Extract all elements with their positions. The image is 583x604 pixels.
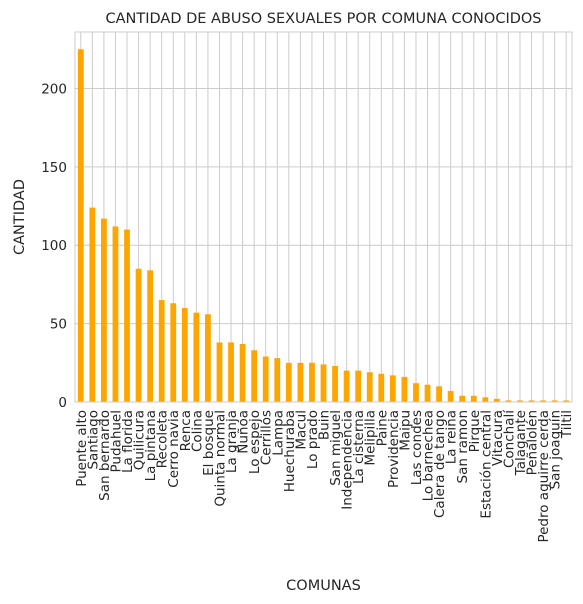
bar	[193, 312, 200, 402]
y-tick-label: 200	[41, 81, 67, 97]
bar	[147, 270, 154, 402]
x-tick-label: San joaquín	[548, 410, 564, 489]
bar	[447, 391, 454, 402]
bar	[89, 207, 96, 402]
bars	[77, 49, 570, 403]
x-tick-label: Estación central	[478, 410, 494, 519]
y-axis-ticks: 0 50 100 150 200	[41, 81, 67, 411]
x-tick-label: El bosque	[201, 410, 217, 476]
x-tick-label: Las condes	[409, 410, 425, 485]
bar	[158, 300, 165, 402]
x-tick-label: Pirque	[467, 410, 483, 452]
bar	[424, 384, 431, 402]
x-tick-label: Santiago	[85, 410, 101, 470]
x-tick-label: Maipu	[397, 410, 413, 451]
x-tick-label: La florida	[120, 410, 136, 473]
bar	[540, 400, 546, 402]
x-tick-label: Lo prado	[305, 410, 321, 469]
x-tick-label: Recoleta	[155, 410, 171, 468]
bar	[413, 383, 419, 402]
bar	[459, 395, 466, 402]
bar	[239, 343, 246, 402]
bar	[320, 364, 327, 402]
x-tick-label: Vitacura	[490, 410, 506, 466]
y-tick-label: 50	[50, 317, 67, 333]
y-tick-label: 100	[41, 238, 67, 254]
chart-title: CANTIDAD DE ABUSO SEXUALES POR COMUNA CO…	[105, 11, 541, 27]
x-tick-label: Independencia	[340, 410, 356, 510]
x-tick-label: Lampa	[270, 410, 286, 456]
x-tick-label: Buin	[317, 410, 333, 440]
bar	[181, 307, 188, 402]
y-tick-label: 0	[58, 395, 67, 411]
bar	[77, 49, 84, 403]
x-tick-label: San ramon	[455, 410, 471, 483]
bar	[112, 226, 119, 402]
x-tick-label: Quinta normal	[212, 410, 228, 507]
bar	[135, 268, 142, 402]
y-axis-label: CANTIDAD	[12, 179, 28, 255]
bar	[124, 229, 130, 402]
x-tick-label: Pedro aguirre cerda	[536, 410, 552, 543]
x-tick-label: Cerrillos	[259, 410, 275, 465]
x-tick-label: Cerro navia	[166, 410, 182, 488]
x-tick-label: Ñuñoa	[235, 410, 252, 454]
bar	[216, 342, 223, 402]
bar	[355, 370, 362, 402]
x-tick-label: Colina	[189, 410, 205, 452]
bar	[251, 350, 258, 402]
x-tick-label: Talagante	[513, 410, 529, 476]
bar	[401, 376, 408, 402]
x-tick-label: Lo barnechea	[421, 410, 437, 501]
bar	[528, 400, 535, 402]
x-tick-label: Peñalolén	[525, 410, 541, 475]
bar	[101, 218, 107, 402]
x-tick-label: Renca	[178, 410, 194, 451]
x-tick-label: Puente alto	[74, 410, 90, 487]
x-tick-label: Quilicura	[132, 410, 148, 470]
x-tick-label: Macul	[293, 410, 309, 450]
bar	[274, 358, 281, 402]
plot-frame	[74, 31, 573, 403]
bar	[482, 397, 489, 402]
x-tick-label: La cisterna	[351, 410, 367, 484]
bar	[170, 303, 177, 402]
x-tick-label: Melipilla	[363, 410, 379, 466]
bar	[285, 362, 292, 402]
x-tick-label: Calera de tango	[432, 410, 448, 518]
bar	[378, 373, 385, 402]
x-tick-label: Pudahuel	[108, 410, 124, 472]
x-tick-label: San miguel	[328, 410, 344, 486]
x-tick-label: La reina	[444, 410, 460, 464]
x-tick-label: Paine	[374, 410, 390, 446]
bar	[436, 386, 442, 402]
bar	[470, 395, 477, 402]
x-tick-label: Providencia	[386, 410, 402, 488]
x-axis-label: COMUNAS	[286, 578, 361, 594]
bar	[563, 400, 570, 402]
bar	[262, 356, 269, 402]
bar	[517, 400, 523, 402]
bar	[366, 372, 373, 402]
bar	[389, 375, 396, 402]
bar	[309, 362, 315, 402]
x-tick-label: Conchalí	[501, 409, 517, 468]
x-tick-label: La pintana	[143, 410, 159, 481]
x-tick-label: La granja	[224, 410, 240, 473]
bar	[297, 362, 304, 402]
y-tick-label: 150	[41, 160, 67, 176]
bar	[228, 342, 234, 402]
bar	[205, 314, 211, 402]
bar	[493, 398, 500, 402]
bar	[343, 370, 350, 402]
x-tick-label: Lo espejo	[247, 410, 263, 474]
bar	[551, 400, 558, 402]
x-tick-label: Huechuraba	[282, 410, 298, 492]
bar	[505, 400, 512, 402]
x-tick-label: Tiltil	[559, 410, 575, 439]
bar	[332, 365, 338, 402]
x-tick-label: San bernardo	[97, 410, 113, 501]
